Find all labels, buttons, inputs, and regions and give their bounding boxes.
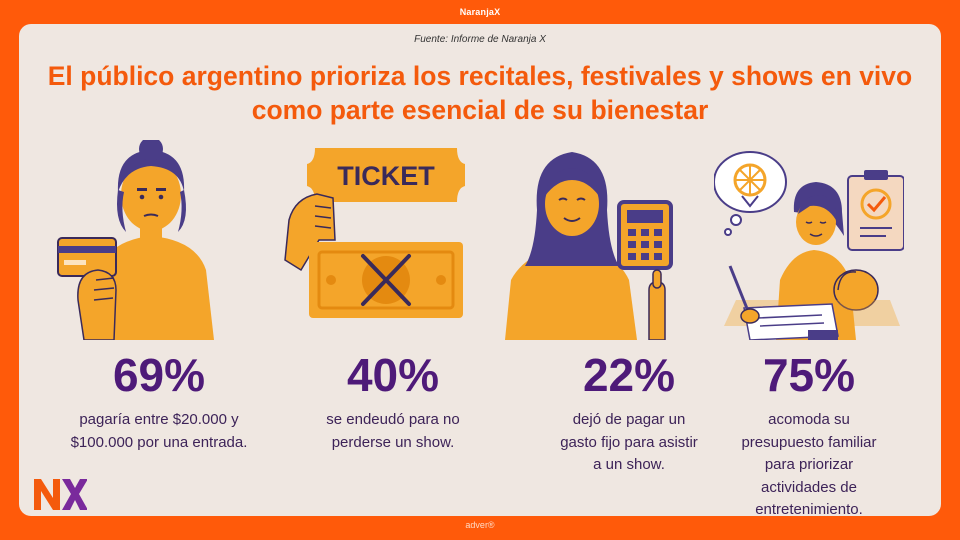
stat-40: 40% se endeudó para no perderse un show.	[283, 349, 503, 454]
stat-description: pagaría entre $20.000 y $100.000 por una…	[70, 411, 248, 451]
stat-description: se endeudó para no perderse un show.	[326, 411, 460, 451]
stat-75: 75% acomoda su presupuesto familiar para…	[699, 349, 919, 516]
infographic-card: Fuente: Informe de Naranja X El público …	[19, 24, 941, 516]
stat-69: 69% pagaría entre $20.000 y $100.000 por…	[49, 349, 269, 454]
stat-description: acomoda su presupuesto familiar para pri…	[741, 411, 877, 516]
stat-value: 22%	[582, 349, 676, 401]
page-title: El público argentino prioriza los recita…	[47, 61, 913, 125]
stat-description: dejó de pagar un gasto fijo para asistir…	[560, 411, 698, 473]
woman-with-calculator-icon	[497, 140, 687, 340]
stat-22: 22% dejó de pagar un gasto fijo para asi…	[519, 349, 739, 477]
stat-value: 75%	[762, 349, 856, 401]
nx-logo	[31, 476, 88, 516]
woman-holding-card-icon	[56, 140, 246, 340]
brand-header: NaranjaX	[459, 7, 501, 17]
mother-with-baby-budgeting-icon	[714, 140, 904, 340]
stat-value: 40%	[346, 349, 440, 401]
footer-brand: adver®	[465, 520, 495, 530]
source-note: Fuente: Informe de Naranja X	[414, 34, 546, 45]
stat-value: 69%	[112, 349, 206, 401]
ticket-and-crossed-money-icon: TICKET	[281, 140, 471, 340]
ticket-label: TICKET	[337, 161, 435, 191]
